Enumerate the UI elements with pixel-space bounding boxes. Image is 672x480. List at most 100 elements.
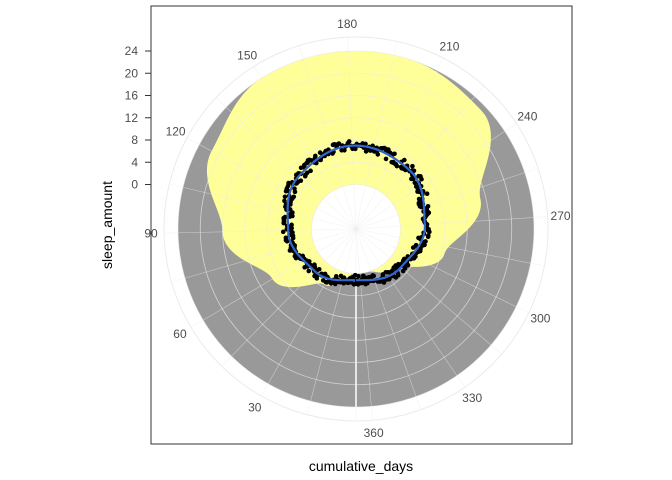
daylight-night-bands [178, 51, 534, 407]
theta-tick-30: 30 [248, 400, 262, 414]
grid-spoke [221, 228, 357, 367]
grid-spoke [186, 137, 357, 230]
grid-spoke [169, 183, 357, 230]
data-point [298, 165, 304, 171]
theta-tick-240: 240 [517, 109, 537, 123]
grid-spoke [171, 228, 357, 283]
theta-tick-120: 120 [166, 125, 186, 139]
data-point [289, 222, 294, 228]
data-point [419, 176, 424, 182]
data-point [353, 281, 359, 286]
data-point [282, 198, 287, 204]
data-point [306, 268, 312, 274]
grid-spoke [355, 228, 545, 267]
sleep-points [280, 139, 432, 287]
data-point [291, 194, 297, 200]
grid-spoke [355, 228, 529, 314]
data-point [320, 278, 326, 283]
grid-spoke [355, 85, 485, 230]
data-point [425, 234, 431, 240]
data-point [338, 273, 344, 279]
data-point [292, 186, 297, 191]
grid-spoke [164, 228, 357, 234]
grid-spoke [355, 167, 539, 230]
r-tick-12: 12 [125, 111, 139, 125]
polar-grid [163, 36, 549, 422]
x-axis-title: cumulative_days [309, 458, 413, 474]
grid-spoke [298, 45, 357, 230]
data-point [410, 163, 415, 169]
data-point [283, 235, 289, 241]
data-point [424, 191, 430, 197]
data-point [419, 204, 424, 210]
data-point [280, 229, 286, 235]
data-point [298, 178, 304, 184]
grid-spoke [355, 228, 502, 355]
data-point [304, 170, 310, 176]
grid-spoke [347, 37, 357, 230]
data-point [366, 275, 372, 280]
r-tick-8: 8 [131, 133, 138, 147]
theta-tick-180: 180 [337, 17, 357, 31]
smooth-fit-line [286, 144, 427, 282]
grid-spoke [190, 228, 357, 328]
theta-tick-330: 330 [462, 391, 482, 405]
data-point [410, 245, 416, 250]
data-point [342, 148, 347, 153]
data-point [353, 146, 358, 152]
theta-tick-360: 360 [364, 426, 384, 440]
data-point [287, 207, 293, 212]
daylight-band [206, 51, 491, 288]
data-point [282, 214, 288, 220]
data-point [336, 141, 342, 146]
data-point [381, 280, 387, 285]
r-tick-0: 0 [131, 178, 138, 192]
data-point [400, 268, 406, 274]
r-tick-labels: 0 4 8 12 16 20 24 [125, 44, 151, 192]
theta-tick-210: 210 [439, 40, 459, 54]
data-point [308, 168, 313, 174]
data-point [392, 151, 397, 157]
data-point [383, 156, 389, 162]
grid-spoke [253, 66, 357, 230]
data-point [412, 180, 418, 186]
theta-tick-60: 60 [173, 327, 187, 341]
data-point [375, 152, 381, 157]
theta-tick-270: 270 [551, 209, 571, 223]
grid-spoke [215, 97, 357, 230]
grid-spoke [306, 228, 357, 415]
r-tick-16: 16 [125, 89, 139, 103]
grid-spoke [355, 228, 422, 410]
r-tick-4: 4 [131, 155, 138, 169]
grid-spoke [355, 216, 548, 230]
y-axis-title: sleep_amount [99, 181, 115, 269]
data-point [363, 141, 368, 147]
theta-tick-150: 150 [237, 48, 257, 62]
grid-spoke [355, 228, 373, 421]
smooth-curve [286, 144, 427, 282]
data-point [302, 265, 307, 270]
data-point [356, 273, 361, 279]
data-point [313, 153, 318, 159]
data-point [282, 194, 288, 200]
grid-spoke [355, 228, 466, 388]
data-point [394, 163, 400, 169]
data-point [333, 274, 339, 279]
grid-spoke [355, 41, 398, 230]
theta-tick-300: 300 [530, 312, 550, 326]
data-point [286, 180, 291, 186]
data-point [411, 168, 417, 174]
data-point [402, 157, 407, 163]
data-point [312, 273, 317, 279]
grid-spoke [260, 228, 357, 397]
panel-border [150, 5, 573, 445]
grid-spoke [355, 123, 517, 230]
r-tick-20: 20 [125, 66, 139, 80]
data-point [427, 229, 432, 235]
grid-spoke [355, 57, 444, 230]
r-tick-24: 24 [125, 44, 139, 58]
data-point [361, 273, 366, 279]
data-point [346, 139, 352, 144]
